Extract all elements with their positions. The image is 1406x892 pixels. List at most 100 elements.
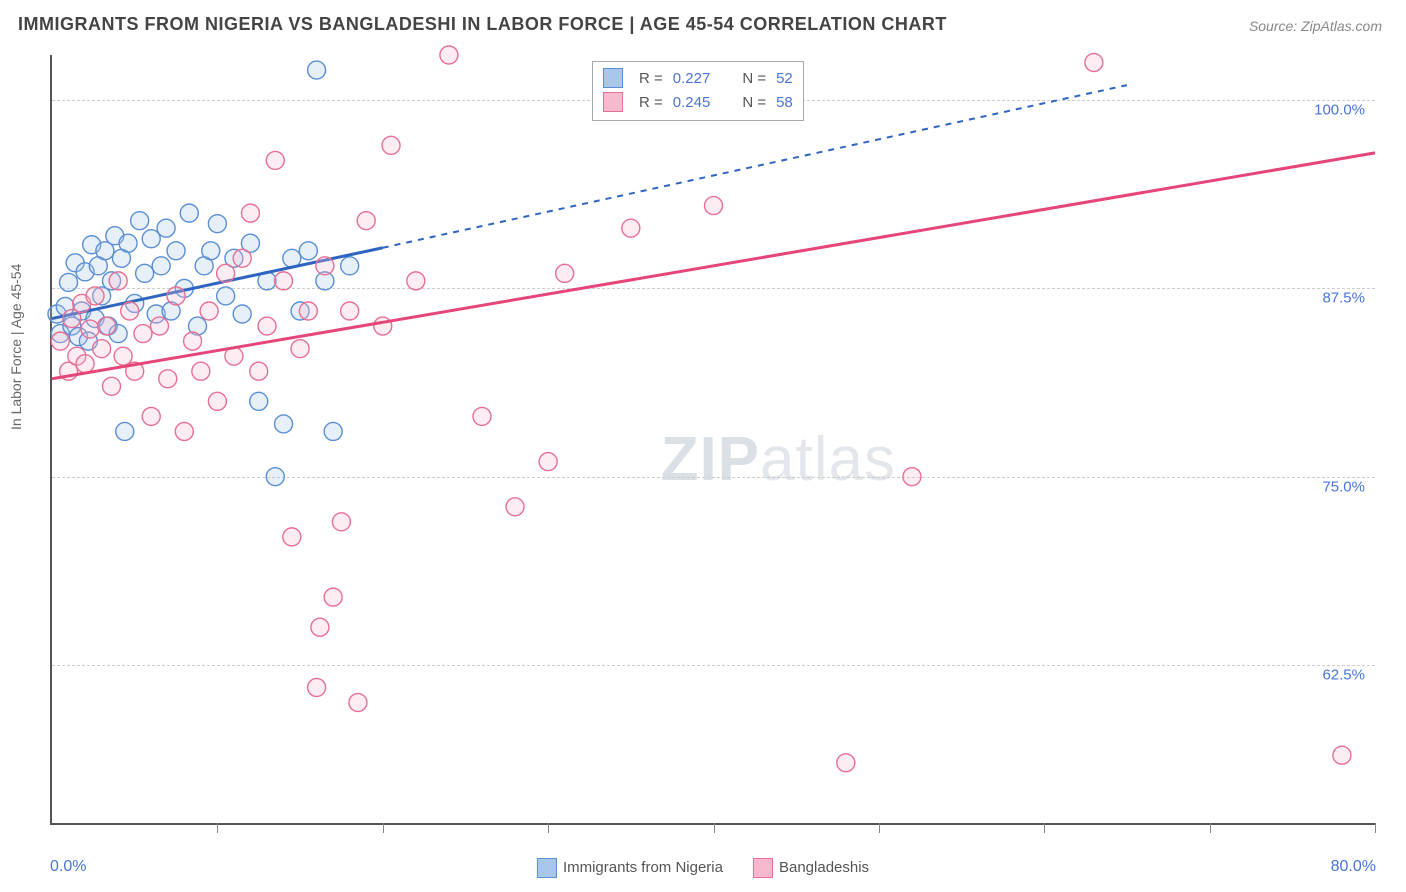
bangladeshi-point: [299, 302, 317, 320]
nigeria-point: [202, 242, 220, 260]
bangladeshi-point: [103, 377, 121, 395]
x-tick: [1210, 823, 1211, 833]
bangladeshi-point: [316, 257, 334, 275]
nigeria-point: [299, 242, 317, 260]
legend-r-label: R =: [639, 94, 663, 111]
x-tick: [1044, 823, 1045, 833]
x-tick: [383, 823, 384, 833]
nigeria-point: [308, 61, 326, 79]
y-tick-label: 87.5%: [1322, 290, 1365, 307]
legend-n-label: N =: [742, 70, 766, 87]
y-tick-label: 75.0%: [1322, 478, 1365, 495]
plot-area: ZIPatlas R = 0.227N = 52R = 0.245N = 58 …: [50, 55, 1375, 825]
nigeria-point: [131, 212, 149, 230]
bangladeshi-point: [332, 513, 350, 531]
bangladeshi-trend-line: [52, 153, 1375, 379]
bangladeshi-point: [903, 468, 921, 486]
bangladeshi-point: [192, 362, 210, 380]
x-axis-min-label: 0.0%: [50, 858, 86, 876]
bangladeshi-point: [200, 302, 218, 320]
bangladeshi-point: [241, 204, 259, 222]
bangladeshi-point: [440, 46, 458, 64]
bangladeshi-point: [357, 212, 375, 230]
bangladeshi-point: [114, 347, 132, 365]
bangladeshi-point: [175, 422, 193, 440]
bangladeshi-point: [93, 340, 111, 358]
nigeria-point: [157, 219, 175, 237]
bangladeshi-point: [51, 332, 69, 350]
bangladeshi-point: [81, 320, 99, 338]
bangladeshi-point: [233, 249, 251, 267]
bangladeshi-point: [622, 219, 640, 237]
bangladeshi-point: [311, 618, 329, 636]
correlation-legend-box: R = 0.227 N = 52 R = 0.245 N = 58: [592, 61, 804, 121]
x-tick: [714, 823, 715, 833]
legend-swatch: [603, 92, 623, 112]
bangladeshi-point: [473, 407, 491, 425]
legend-series-name: Immigrants from Nigeria: [563, 859, 723, 876]
bangladeshi-point: [184, 332, 202, 350]
legend-r-value: 0.227: [673, 70, 711, 87]
legend-swatch: [537, 858, 557, 878]
legend-row-bangladeshi: R = 0.245 N = 58: [603, 90, 793, 114]
bangladeshi-point: [217, 264, 235, 282]
bangladeshi-point: [283, 528, 301, 546]
nigeria-point: [266, 468, 284, 486]
series-legend: Immigrants from Nigeria Bangladeshis: [537, 858, 869, 878]
nigeria-point: [217, 287, 235, 305]
plot-svg: [52, 55, 1375, 823]
bangladeshi-point: [705, 197, 723, 215]
y-tick-label: 100.0%: [1314, 102, 1365, 119]
nigeria-point: [275, 415, 293, 433]
y-axis-label: In Labor Force | Age 45-54: [8, 264, 24, 430]
nigeria-point: [167, 242, 185, 260]
bangladeshi-point: [324, 588, 342, 606]
legend-swatch: [753, 858, 773, 878]
bangladeshi-point: [539, 453, 557, 471]
legend-r-value: 0.245: [673, 94, 711, 111]
legend-item-nigeria: Immigrants from Nigeria: [537, 858, 723, 878]
legend-row-nigeria: R = 0.227 N = 52: [603, 66, 793, 90]
legend-n-label: N =: [742, 94, 766, 111]
legend-n-value: 58: [776, 94, 793, 111]
bangladeshi-point: [506, 498, 524, 516]
nigeria-point: [180, 204, 198, 222]
bangladeshi-point: [382, 136, 400, 154]
bangladeshi-point: [837, 754, 855, 772]
bangladeshi-point: [308, 678, 326, 696]
chart-title: IMMIGRANTS FROM NIGERIA VS BANGLADESHI I…: [18, 14, 947, 35]
x-tick: [879, 823, 880, 833]
nigeria-point: [250, 392, 268, 410]
bangladeshi-point: [349, 694, 367, 712]
bangladeshi-point: [341, 302, 359, 320]
nigeria-point: [233, 305, 251, 323]
correlation-chart: IMMIGRANTS FROM NIGERIA VS BANGLADESHI I…: [0, 0, 1406, 892]
legend-r-label: R =: [639, 70, 663, 87]
nigeria-point: [116, 422, 134, 440]
bangladeshi-point: [159, 370, 177, 388]
bangladeshi-point: [150, 317, 168, 335]
bangladeshi-point: [250, 362, 268, 380]
bangladeshi-point: [1333, 746, 1351, 764]
legend-swatch: [603, 68, 623, 88]
x-tick: [548, 823, 549, 833]
bangladeshi-point: [1085, 54, 1103, 72]
bangladeshi-point: [121, 302, 139, 320]
nigeria-point: [60, 273, 78, 291]
bangladeshi-point: [556, 264, 574, 282]
bangladeshi-point: [109, 272, 127, 290]
x-tick: [1375, 823, 1376, 833]
nigeria-point: [208, 215, 226, 233]
nigeria-point: [324, 422, 342, 440]
legend-item-bangladeshi: Bangladeshis: [753, 858, 869, 878]
bangladeshi-point: [208, 392, 226, 410]
legend-series-name: Bangladeshis: [779, 859, 869, 876]
legend-n-value: 52: [776, 70, 793, 87]
bangladeshi-point: [134, 325, 152, 343]
bangladeshi-point: [76, 355, 94, 373]
x-axis-max-label: 80.0%: [1331, 858, 1376, 876]
bangladeshi-point: [266, 151, 284, 169]
x-tick: [217, 823, 218, 833]
nigeria-point: [119, 234, 137, 252]
bangladeshi-point: [291, 340, 309, 358]
